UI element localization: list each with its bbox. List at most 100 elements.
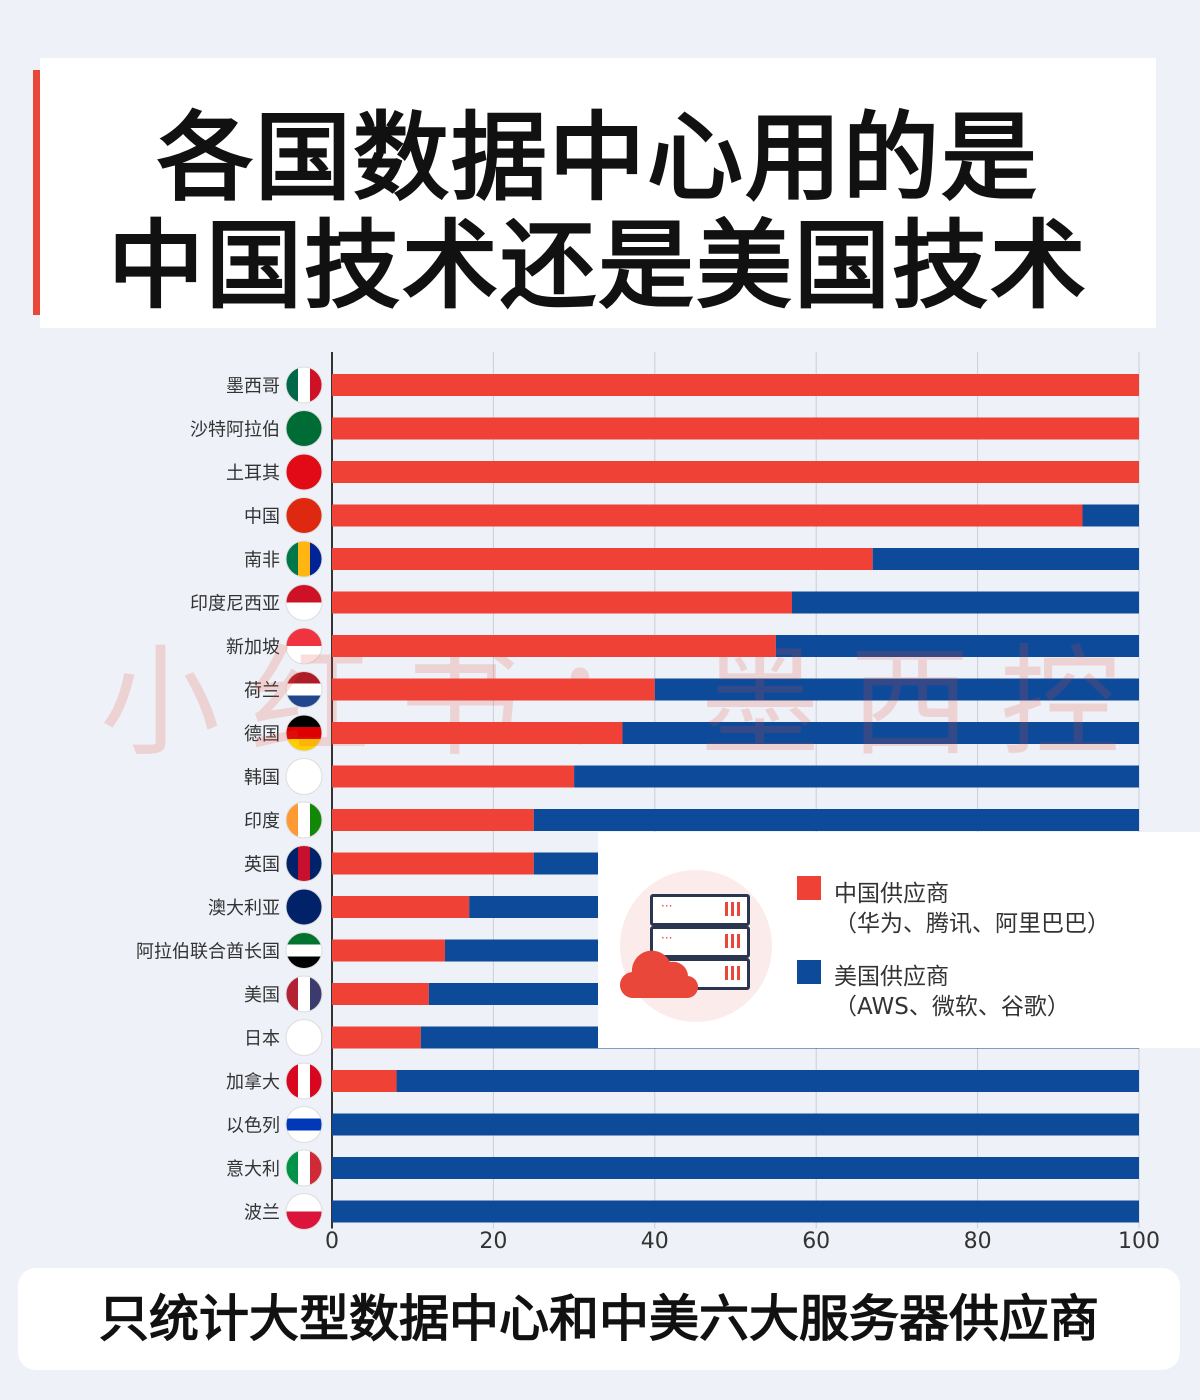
flag-icon (285, 540, 323, 578)
stacked-bar-chart: 0 20 40 60 80 100 墨西哥沙特阿拉伯土耳其中国南非印度尼西亚新加坡荷兰德国韩… (136, 352, 1160, 1254)
legend-swatch-us (797, 960, 821, 984)
flag-icon-stripe (286, 1193, 322, 1212)
flag-icon-stripe (298, 410, 310, 447)
flag-icon (285, 671, 323, 708)
bar-china (332, 504, 1083, 527)
bar-us (332, 1200, 1139, 1223)
bar-china (332, 939, 445, 962)
flag-icon-stripe (286, 758, 304, 795)
flag-icon-stripe (286, 410, 298, 447)
flag-icon (285, 1019, 323, 1056)
flag-icon (285, 1106, 323, 1143)
flag-icon (285, 453, 323, 491)
flag-icon-stripe (286, 739, 322, 751)
bar-us (654, 678, 1139, 701)
x-tick-label: 60 (802, 1229, 830, 1254)
flag-icon-stripe (310, 454, 322, 490)
bar-us (574, 765, 1139, 788)
flag-icon-stripe (286, 367, 298, 403)
bar-china (332, 417, 1139, 440)
country-label: 墨西哥 (226, 376, 280, 397)
flag-icon-stripe (286, 497, 298, 534)
flag-icon (285, 758, 323, 795)
flag-icon (285, 845, 323, 882)
bar-us (872, 548, 1139, 570)
x-tick-label: 0 (325, 1229, 339, 1254)
bar-china (332, 896, 470, 918)
flag-icon-stripe (286, 727, 322, 739)
legend-label-us: 美国供应商 (834, 964, 949, 990)
flag-icon-stripe (298, 454, 310, 490)
country-label: 加拿大 (226, 1071, 280, 1093)
bar-china (332, 461, 1139, 483)
flag-icon-stripe (286, 454, 298, 490)
country-label: 新加坡 (226, 637, 280, 658)
flag-icon-stripe (286, 1106, 322, 1119)
x-tick-label: 20 (479, 1229, 507, 1254)
flag-icon-stripe (286, 889, 304, 925)
flag-icon-stripe (310, 802, 322, 838)
flag-icon (285, 714, 323, 752)
flag-icon (285, 932, 323, 969)
country-label: 印度 (244, 811, 280, 832)
country-label: 沙特阿拉伯 (190, 420, 280, 441)
country-label: 印度尼西亚 (190, 594, 280, 615)
server-icon: ··· (650, 926, 750, 958)
flag-icon-stripe (298, 976, 310, 1012)
country-label: 以色列 (226, 1116, 280, 1137)
country-label: 韩国 (244, 768, 280, 789)
flag-icon-stripe (304, 1019, 322, 1056)
flag-icon-stripe (286, 683, 322, 696)
bar-us (396, 1070, 1139, 1092)
flag-icon-stripe (286, 1063, 298, 1099)
flag-icon-stripe (298, 541, 310, 577)
bar-china (332, 765, 575, 788)
flag-icon-stripe (286, 1211, 322, 1230)
bar-china (332, 722, 623, 744)
country-label: 荷兰 (244, 681, 280, 702)
flag-icon-stripe (298, 845, 310, 882)
flag-icon (285, 1193, 323, 1230)
server-icon: ··· (650, 894, 750, 926)
bar-us (775, 635, 1139, 657)
bar-china (332, 983, 429, 1005)
flag-icon (285, 410, 323, 447)
flag-icon-stripe (286, 1150, 298, 1186)
bar-us (791, 591, 1139, 614)
flag-icon (285, 801, 323, 839)
flag-icon-stripe (286, 1019, 304, 1056)
bar-china (332, 635, 776, 657)
flag-icon (285, 584, 323, 621)
bar-china (332, 374, 1139, 396)
title-line-2: 中国技术还是美国技术 (108, 210, 1088, 322)
country-label: 澳大利亚 (208, 898, 280, 919)
legend-sub-china: （华为、腾讯、阿里巴巴） (834, 911, 1110, 937)
flag-icon-stripe (286, 628, 322, 646)
x-tick-label: 100 (1118, 1229, 1160, 1254)
country-label: 英国 (244, 855, 280, 876)
x-tick-label: 80 (964, 1229, 992, 1254)
country-label: 意大利 (226, 1159, 280, 1180)
flag-icon-stripe (286, 976, 298, 1012)
flag-icon-stripe (286, 602, 322, 621)
bar-us (332, 1113, 1139, 1136)
flag-icon (285, 497, 323, 534)
flag-icon-stripe (310, 367, 322, 403)
flag-icon-stripe (298, 497, 310, 534)
flag-icon-stripe (286, 845, 298, 882)
bar-china (332, 678, 655, 701)
flag-icon (285, 627, 323, 665)
flag-icon-stripe (298, 1150, 310, 1186)
bar-china (332, 1026, 421, 1049)
flag-icon-stripe (286, 1130, 322, 1143)
flag-icon-stripe (304, 758, 322, 795)
flag-icon-stripe (286, 1118, 322, 1131)
bar-china (332, 809, 534, 831)
legend-swatch-china (797, 876, 821, 900)
title-line-1: 各国数据中心用的是 (157, 102, 1039, 214)
country-label: 美国 (244, 985, 280, 1006)
flag-icon-stripe (286, 695, 322, 708)
bar-us (332, 1157, 1139, 1179)
bar-us (622, 722, 1139, 744)
flag-icon-stripe (286, 802, 298, 838)
